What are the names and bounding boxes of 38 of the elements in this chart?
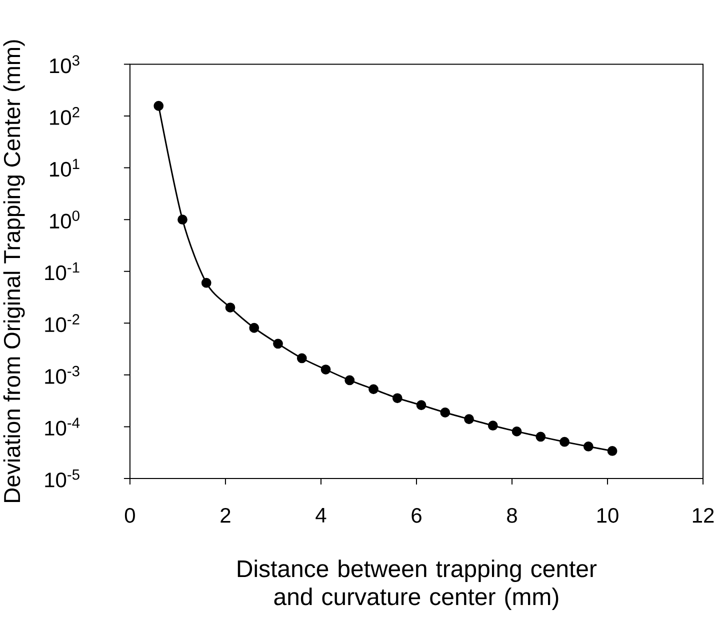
y-tick-label: 10$^{3}$ — [50, 55, 80, 74]
point — [440, 407, 450, 418]
point — [201, 278, 212, 288]
point — [583, 441, 594, 452]
point — [344, 375, 355, 386]
point — [296, 353, 307, 364]
point — [416, 400, 426, 410]
point — [607, 446, 618, 456]
x-tick-label: 4 — [316, 508, 326, 522]
point — [225, 302, 236, 312]
x-tick-label: 6 — [412, 508, 422, 523]
y-axis-title: Deviation from Original Trapping Center (mm) — [3, 40, 25, 502]
x-tick-label: 0 — [124, 508, 135, 523]
x-tick-label: 2 — [220, 508, 230, 522]
point — [536, 432, 546, 442]
point — [512, 426, 522, 436]
y-tick-label: 10$^{-2}$ — [45, 314, 80, 332]
x-tick-label: 12 — [692, 508, 714, 522]
y-tick-label: 10$^{-3}$ — [45, 366, 80, 384]
point — [560, 436, 570, 447]
point — [368, 384, 378, 394]
y-tick-label: 10$^{-1}$ — [45, 262, 80, 280]
point — [249, 322, 260, 333]
x-tick-label: 10 — [597, 508, 618, 523]
x-tick-label: 8 — [507, 508, 517, 523]
point — [464, 414, 474, 424]
point — [273, 338, 283, 349]
point — [392, 393, 402, 403]
point — [178, 214, 188, 224]
point — [488, 420, 498, 430]
y-tick-label: 10$^{0}$ — [50, 210, 80, 228]
y-tick-label: 10$^{1}$ — [50, 158, 80, 177]
y-tick-label: 10$^{-4}$ — [45, 418, 80, 436]
y-tick-label: 10$^{2}$ — [50, 106, 80, 125]
x-axis-title: Distance between trapping center and curvature center (mm) — [238, 559, 597, 610]
point — [320, 364, 331, 374]
y-tick-label: 10$^{-5}$ — [45, 469, 80, 488]
point — [154, 100, 164, 111]
